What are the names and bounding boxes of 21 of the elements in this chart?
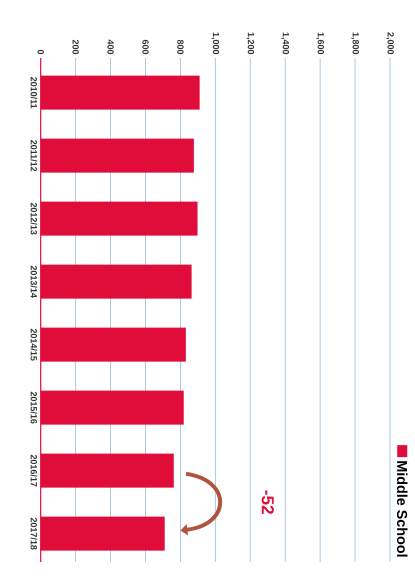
x-tick-label: 1,200 bbox=[246, 32, 254, 54]
x-tick-label: 1,000 bbox=[212, 32, 220, 54]
y-tick-label: 2014/15 bbox=[30, 328, 38, 361]
y-tick-label: 2012/13 bbox=[30, 202, 38, 235]
y-tick-label: 2015/16 bbox=[30, 392, 38, 424]
x-tick-label: 1,600 bbox=[316, 32, 324, 54]
annotation: -52 bbox=[262, 490, 274, 514]
x-tick-label: 200 bbox=[72, 40, 79, 54]
y-tick-label: 2017/18 bbox=[30, 518, 38, 550]
x-tick-label: 1,400 bbox=[281, 32, 290, 54]
x-tick-label: 0 bbox=[38, 50, 44, 54]
y-tick-label: 2013/14 bbox=[30, 266, 38, 298]
y-tick-label: 2011/12 bbox=[30, 140, 38, 172]
x-tick-label: 600 bbox=[142, 40, 149, 54]
y-tick-label: 2016/17 bbox=[30, 454, 38, 486]
legend-label: Middle School bbox=[396, 461, 408, 557]
x-tick-label: 800 bbox=[177, 40, 184, 54]
x-tick-label: 400 bbox=[107, 40, 114, 54]
y-tick-label: 2010/11 bbox=[30, 77, 38, 108]
x-tick-label: 2,000 bbox=[386, 32, 394, 54]
x-tick-label: 1,800 bbox=[351, 32, 359, 54]
